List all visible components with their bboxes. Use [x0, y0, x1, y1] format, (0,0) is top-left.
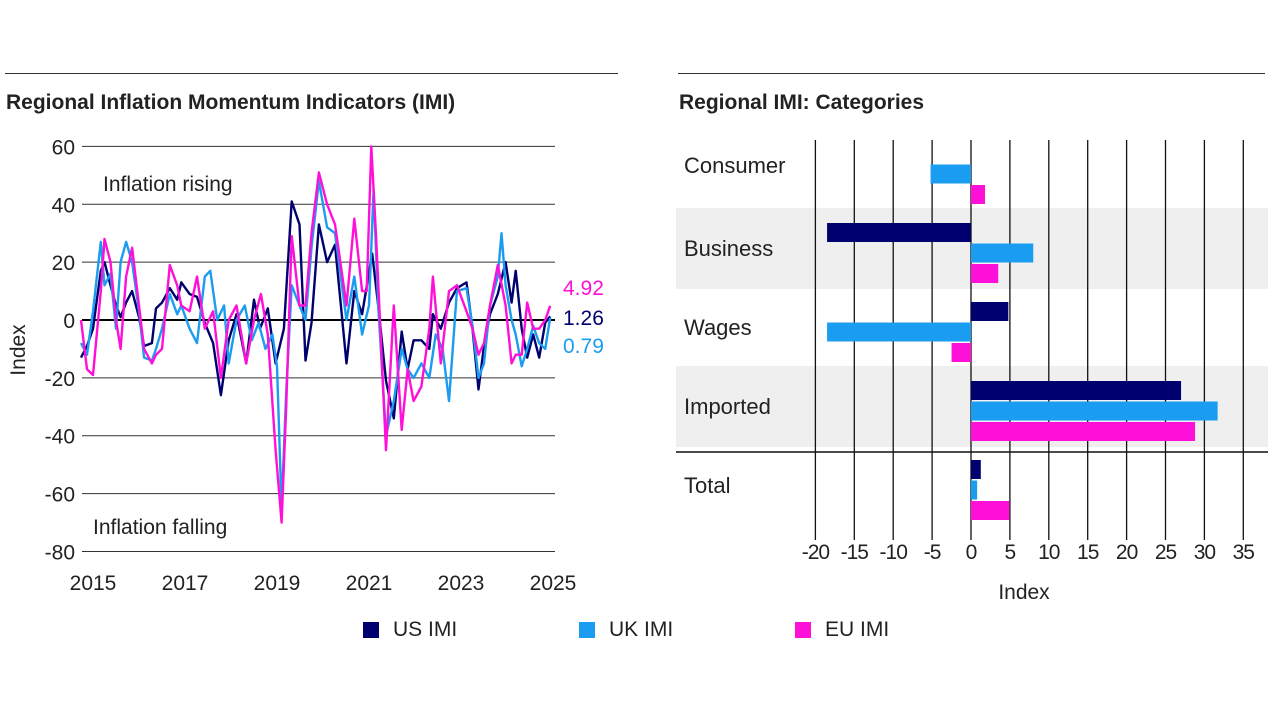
bar-us-wages: [971, 302, 1009, 321]
bar-chart-title: Regional IMI: Categories: [679, 91, 925, 114]
x-tick-label: -20: [802, 541, 830, 564]
x-tick-label: 2017: [162, 572, 209, 595]
x-tick-label: -10: [880, 541, 908, 564]
x-tick-label: 2021: [346, 572, 393, 595]
y-tick-label: -20: [45, 368, 75, 391]
end-label-uk: 0.79: [563, 335, 604, 358]
y-tick-label: 20: [52, 252, 75, 275]
annotation-inflation-rising: Inflation rising: [103, 173, 233, 196]
legend-eu: EU IMI: [795, 618, 889, 642]
y-tick-label: -40: [45, 426, 75, 449]
x-tick-label: 10: [1038, 541, 1060, 564]
bar-eu-total: [971, 501, 1010, 520]
category-label-total: Total: [684, 473, 730, 498]
bar-uk-wages: [827, 322, 971, 342]
legend-us: US IMI: [363, 618, 457, 642]
bar-eu-consumer: [971, 185, 986, 204]
bar-eu-business: [971, 264, 999, 283]
y-tick-label: 60: [52, 136, 75, 159]
right-top-rule: [678, 73, 1265, 74]
x-tick-label: 30: [1194, 541, 1216, 564]
bar-uk-total: [971, 480, 978, 500]
bar-us-business: [827, 223, 971, 242]
legend-label-eu: EU IMI: [825, 618, 890, 641]
x-tick-label: 20: [1116, 541, 1138, 564]
x-tick-label: 35: [1233, 541, 1255, 564]
bar-us-total: [971, 460, 981, 479]
category-label-imported: Imported: [684, 394, 771, 419]
bar-uk-consumer: [930, 164, 971, 184]
series-line-eu: [79, 145, 552, 524]
bar-us-imported: [971, 381, 1182, 400]
legend-uk: UK IMI: [579, 618, 673, 642]
x-tick-label: 2025: [530, 572, 577, 595]
x-tick-label: 5: [1005, 541, 1016, 564]
category-label-consumer: Consumer: [684, 153, 785, 178]
bar-eu-wages: [951, 343, 971, 362]
y-tick-label: -60: [45, 484, 75, 507]
bar-uk-imported: [971, 401, 1218, 421]
left-top-rule: [5, 73, 618, 74]
x-tick-label: -5: [924, 541, 941, 564]
end-label-eu: 4.92: [563, 277, 604, 300]
bar-uk-business: [971, 243, 1034, 263]
x-tick-label: 2019: [254, 572, 301, 595]
x-tick-label: 2015: [70, 572, 117, 595]
legend-swatch-us: [363, 622, 379, 638]
y-tick-label: 0: [63, 310, 75, 333]
y-tick-label: -80: [45, 541, 75, 564]
x-tick-label: 25: [1155, 541, 1177, 564]
bar-eu-imported: [971, 422, 1196, 441]
legend-swatch-uk: [579, 622, 595, 638]
end-label-us: 1.26: [563, 307, 604, 330]
x-tick-label: 0: [966, 541, 977, 564]
x-tick-label: -15: [841, 541, 869, 564]
legend-label-us: US IMI: [393, 618, 458, 641]
x-tick-label: 2023: [438, 572, 485, 595]
legend-label-uk: UK IMI: [609, 618, 674, 641]
x-tick-label: 15: [1077, 541, 1099, 564]
category-label-wages: Wages: [684, 315, 752, 340]
annotation-inflation-falling: Inflation falling: [93, 516, 227, 539]
y-axis-label: Index: [7, 324, 30, 376]
legend-swatch-eu: [795, 622, 811, 638]
x-axis-label: Index: [998, 581, 1050, 604]
series-line-us: [79, 200, 552, 420]
category-label-business: Business: [684, 236, 773, 261]
line-chart-title: Regional Inflation Momentum Indicators (…: [6, 91, 456, 114]
y-tick-label: 40: [52, 194, 75, 217]
